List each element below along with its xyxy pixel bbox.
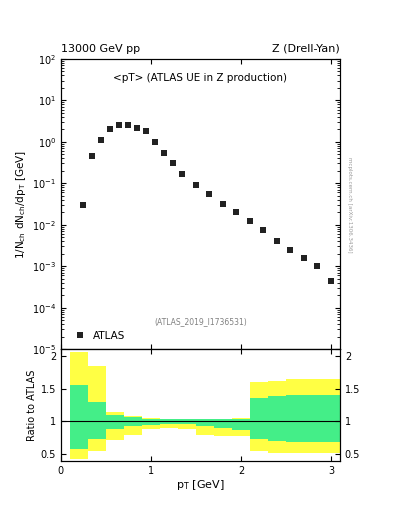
Text: Z (Drell-Yan): Z (Drell-Yan): [272, 44, 340, 54]
Legend: ATLAS: ATLAS: [66, 328, 129, 344]
Text: mcplots.cern.ch [arXiv:1306.3436]: mcplots.cern.ch [arXiv:1306.3436]: [347, 157, 352, 252]
Y-axis label: Ratio to ATLAS: Ratio to ATLAS: [26, 369, 37, 441]
X-axis label: p$_{\rm T}$ [GeV]: p$_{\rm T}$ [GeV]: [176, 478, 225, 493]
Text: 13000 GeV pp: 13000 GeV pp: [61, 44, 140, 54]
Text: (ATLAS_2019_I1736531): (ATLAS_2019_I1736531): [154, 317, 247, 326]
Y-axis label: 1/N$_{\rm ch}$ dN$_{\rm ch}$/dp$_{\rm T}$ [GeV]: 1/N$_{\rm ch}$ dN$_{\rm ch}$/dp$_{\rm T}…: [14, 150, 28, 259]
Text: <pT> (ATLAS UE in Z production): <pT> (ATLAS UE in Z production): [114, 73, 287, 83]
